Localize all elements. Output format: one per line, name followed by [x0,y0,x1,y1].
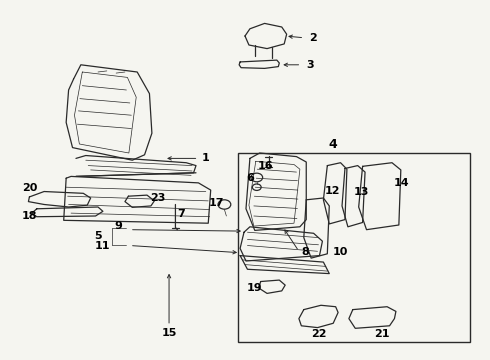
Text: 8: 8 [301,247,309,257]
Text: 12: 12 [324,186,340,196]
Text: 15: 15 [161,328,177,338]
Text: 14: 14 [394,178,410,188]
Text: 11: 11 [95,240,111,251]
Text: 9: 9 [115,221,122,231]
Text: 20: 20 [22,183,37,193]
Text: 19: 19 [247,283,263,293]
Text: 17: 17 [209,198,224,208]
Text: 5: 5 [94,231,102,241]
Bar [238,153,470,342]
Text: 22: 22 [311,329,326,339]
Text: 10: 10 [333,247,348,257]
Text: 21: 21 [374,329,390,339]
Text: 1: 1 [202,153,210,163]
Text: 3: 3 [306,60,314,70]
Text: 13: 13 [354,186,369,197]
Text: 2: 2 [309,33,317,43]
Text: 23: 23 [150,193,166,203]
Text: 4: 4 [329,138,338,150]
Text: 7: 7 [177,209,185,219]
Text: 6: 6 [246,173,254,183]
Text: 16: 16 [258,161,273,171]
Text: 18: 18 [22,211,37,221]
